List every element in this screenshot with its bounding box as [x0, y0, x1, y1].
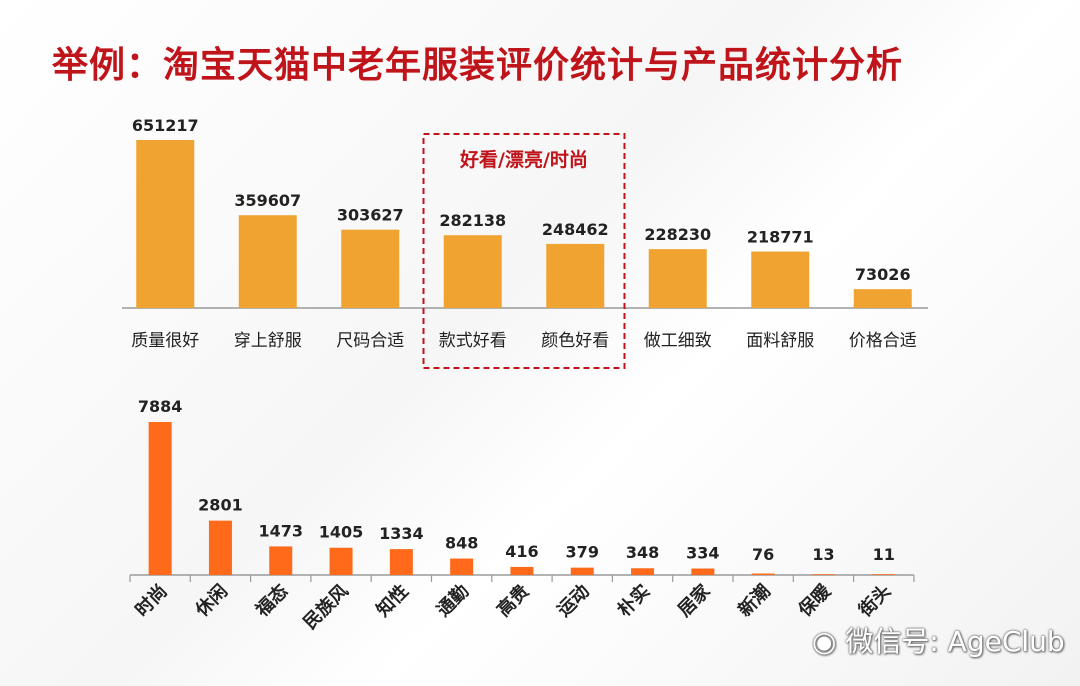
bottom-category-label: 保暖: [793, 579, 835, 621]
bottom-category-label: 福态: [251, 580, 293, 622]
top-bar-value-label: 218771: [747, 228, 814, 247]
top-category-label: 颜色好看: [541, 331, 609, 351]
bottom-bar: [389, 549, 413, 575]
wechat-icon: ◉: [812, 625, 837, 658]
highlight-box: [422, 133, 626, 369]
top-bar-value-label: 359607: [234, 191, 301, 210]
top-bar-value-label: 282138: [439, 211, 506, 230]
top-bar: [853, 289, 912, 308]
bottom-category-label: 朴实: [613, 580, 654, 621]
bottom-bar-value-label: 416: [505, 542, 538, 561]
top-category-label: 价格合适: [849, 331, 917, 351]
highlight-label: 好看/漂亮/时尚: [459, 148, 588, 171]
bottom-bar-value-label: 1405: [319, 523, 364, 542]
bottom-bar-value-label: 2801: [198, 496, 243, 515]
bottom-bar: [691, 568, 715, 575]
slide-title: 举例：淘宝天猫中老年服装评价统计与产品统计分析: [52, 45, 904, 86]
bottom-category-label: 休闲: [190, 580, 232, 622]
bottom-bar: [510, 566, 534, 575]
top-category-label: 面料舒服: [746, 331, 814, 351]
top-bar: [341, 229, 400, 308]
watermark-text: 微信号: AgeClub: [845, 625, 1065, 658]
bottom-bar: [872, 574, 896, 575]
bottom-bar: [450, 558, 474, 575]
bottom-bar: [329, 547, 353, 575]
bottom-bar-value-label: 7884: [138, 397, 183, 416]
bottom-bar-value-label: 848: [445, 534, 478, 553]
top-bar-chart: 651217 质量很好 359607 穿上舒服 303627 尺码合适 282138 款式好看…: [122, 116, 928, 369]
top-category-label: 款式好看: [439, 331, 507, 351]
top-category-label: 尺码合适: [336, 331, 404, 351]
bottom-category-label: 知性: [372, 580, 413, 621]
bottom-bar-value-label: 1473: [258, 521, 303, 540]
bottom-bar-value-label: 76: [752, 545, 774, 564]
wechat-watermark: ◉ 微信号: AgeClub: [812, 620, 1065, 660]
bottom-bar: [570, 567, 594, 575]
bottom-bar-value-label: 379: [566, 543, 599, 562]
top-bar-value-label: 73026: [855, 265, 911, 284]
bottom-bar-value-label: 334: [686, 544, 719, 563]
top-bar: [136, 140, 195, 308]
bottom-category-label: 时尚: [131, 580, 172, 621]
bottom-category-label: 民族风: [299, 580, 353, 634]
bottom-bar: [751, 573, 775, 575]
bottom-category-label: 新潮: [734, 580, 775, 621]
top-bar-value-label: 228230: [644, 225, 711, 244]
bottom-bar-value-label: 348: [626, 543, 659, 562]
bottom-bar: [148, 422, 172, 575]
bottom-category-label: 通勤: [432, 580, 473, 621]
top-bar: [443, 235, 502, 308]
top-bar: [546, 243, 605, 308]
top-category-label: 质量很好: [131, 331, 199, 351]
top-bar-value-label: 248462: [542, 220, 609, 239]
top-bar: [751, 251, 810, 308]
bottom-category-label: 高贵: [492, 580, 533, 621]
top-bar: [238, 215, 297, 308]
bottom-bar: [269, 546, 293, 575]
bottom-category-label: 居家: [673, 579, 715, 621]
bottom-bar-value-label: 11: [873, 545, 895, 564]
top-bar-value-label: 651217: [132, 116, 199, 135]
bottom-bar: [631, 568, 655, 575]
top-category-label: 穿上舒服: [234, 331, 302, 351]
bottom-bar-value-label: 1334: [379, 524, 424, 543]
bottom-bar: [208, 520, 232, 575]
bottom-bar-value-label: 13: [812, 545, 834, 564]
top-bar-value-label: 303627: [337, 206, 404, 225]
bottom-category-label: 运动: [553, 581, 593, 621]
top-category-label: 做工细致: [644, 331, 712, 351]
top-bar: [648, 249, 707, 308]
bottom-bar: [811, 574, 835, 575]
bottom-category-label: 街头: [854, 580, 896, 622]
